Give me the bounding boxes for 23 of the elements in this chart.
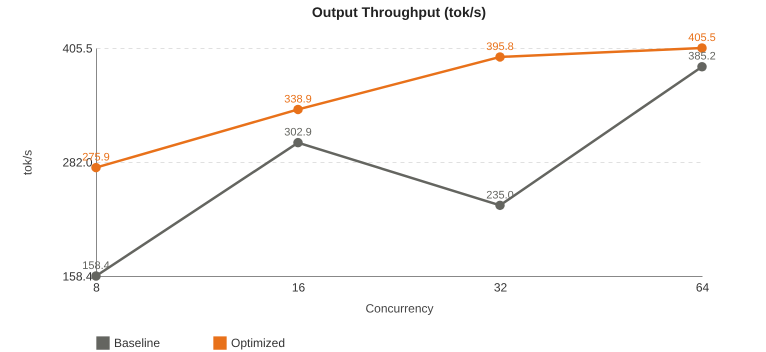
- point: [293, 104, 303, 114]
- x-tick-label: 16: [292, 280, 306, 294]
- point: [91, 162, 101, 172]
- data-label: 302.9: [284, 126, 312, 139]
- y-axis-title: tok/s: [20, 150, 34, 176]
- data-label: 338.9: [284, 93, 312, 106]
- x-tick-label: 32: [494, 280, 508, 294]
- x-tick-label: 8: [93, 280, 100, 294]
- data-label: 385.2: [688, 50, 716, 63]
- point: [697, 62, 707, 72]
- y-tick-label: 405.5: [62, 42, 93, 56]
- point: [91, 271, 101, 281]
- point: [495, 52, 505, 62]
- data-label: 395.8: [486, 40, 514, 53]
- legend-label: Baseline: [114, 336, 160, 350]
- data-label: 405.5: [688, 32, 716, 44]
- x-tick-label: 64: [696, 280, 710, 294]
- point: [293, 138, 303, 148]
- y-tick-label: 158.4: [62, 270, 93, 284]
- x-axis-title: Concurrency: [365, 302, 434, 316]
- legend-label: Optimized: [231, 336, 286, 350]
- point: [495, 200, 505, 210]
- chart-title: Output Throughput (tok/s): [312, 4, 486, 20]
